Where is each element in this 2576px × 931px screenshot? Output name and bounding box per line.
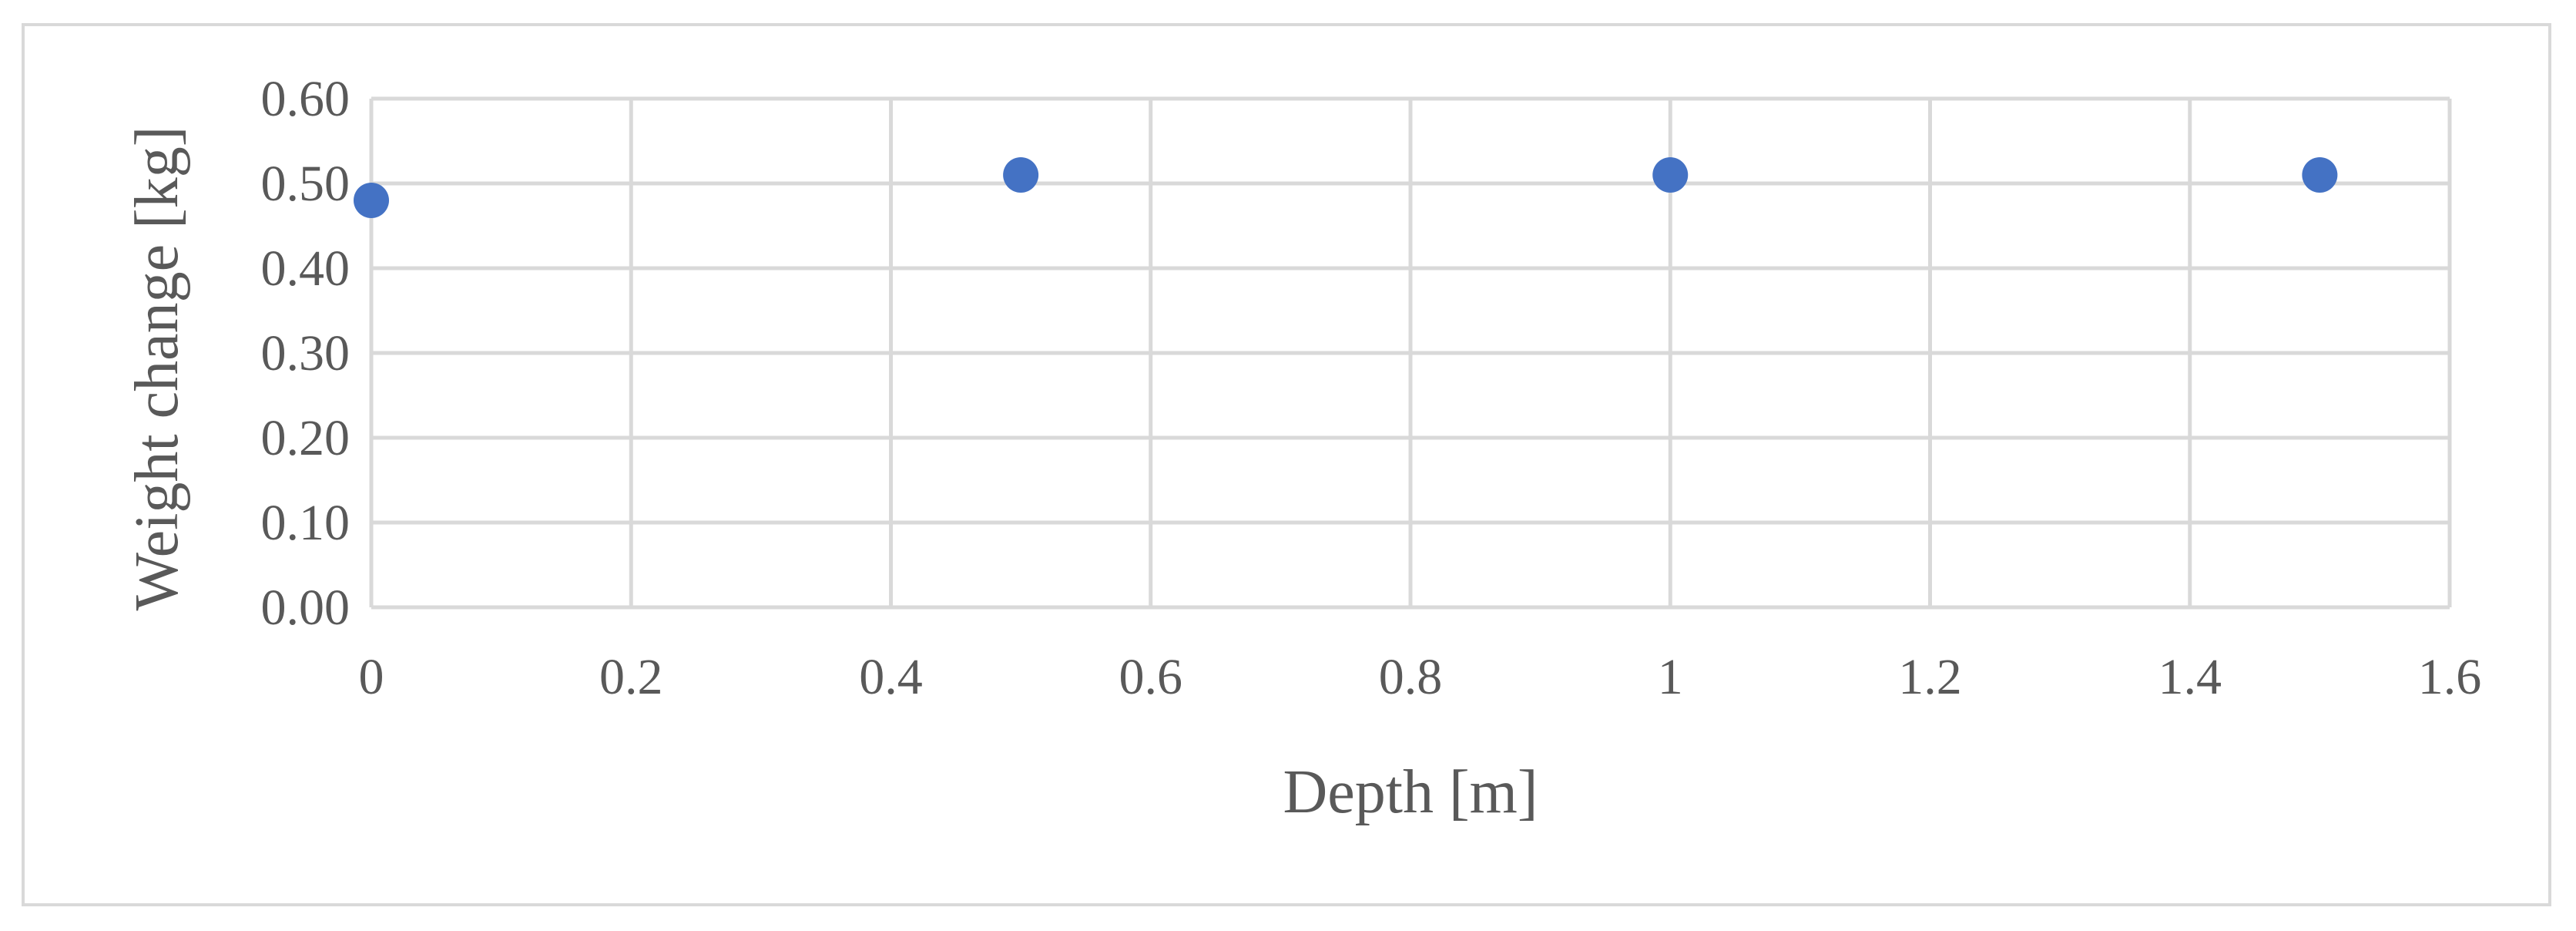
y-tick-label: 0.10 xyxy=(261,495,351,551)
chart-frame: 0 0.2 0.4 0.6 0.8 1 1.2 1.4 1.6 0.00 0.10 0.20 0.30… xyxy=(22,23,2551,906)
x-tick-label: 0 xyxy=(359,649,384,705)
data-point xyxy=(1652,157,1689,193)
x-tick-label: 0.8 xyxy=(1379,649,1443,705)
x-tick-label: 1 xyxy=(1658,649,1683,705)
x-tick-label: 0.4 xyxy=(859,649,923,705)
data-point xyxy=(354,183,389,218)
data-point xyxy=(2302,157,2338,193)
y-tick-label: 0.00 xyxy=(261,580,351,636)
grid xyxy=(369,96,2452,610)
y-axis-ticks: 0.00 0.10 0.20 0.30 0.40 0.50 0.60 xyxy=(261,71,351,636)
x-axis-ticks: 0 0.2 0.4 0.6 0.8 1 1.2 1.4 1.6 xyxy=(359,649,2482,705)
scatter-chart: 0 0.2 0.4 0.6 0.8 1 1.2 1.4 1.6 0.00 0.10 0.20 0.30… xyxy=(123,71,2482,826)
x-tick-label: 1.4 xyxy=(2158,649,2222,705)
x-tick-label: 1.6 xyxy=(2418,649,2482,705)
y-tick-label: 0.50 xyxy=(261,156,351,212)
data-points xyxy=(354,157,2338,218)
x-tick-label: 1.2 xyxy=(1898,649,1962,705)
y-axis-title: Weight change [kg] xyxy=(123,126,191,611)
data-point xyxy=(1003,157,1039,193)
y-tick-label: 0.30 xyxy=(261,325,351,381)
y-tick-label: 0.60 xyxy=(261,71,351,127)
y-tick-label: 0.20 xyxy=(261,410,351,466)
x-tick-label: 0.2 xyxy=(599,649,663,705)
x-tick-label: 0.6 xyxy=(1119,649,1183,705)
y-tick-label: 0.40 xyxy=(261,240,351,297)
x-axis-title: Depth [m] xyxy=(1283,758,1538,826)
